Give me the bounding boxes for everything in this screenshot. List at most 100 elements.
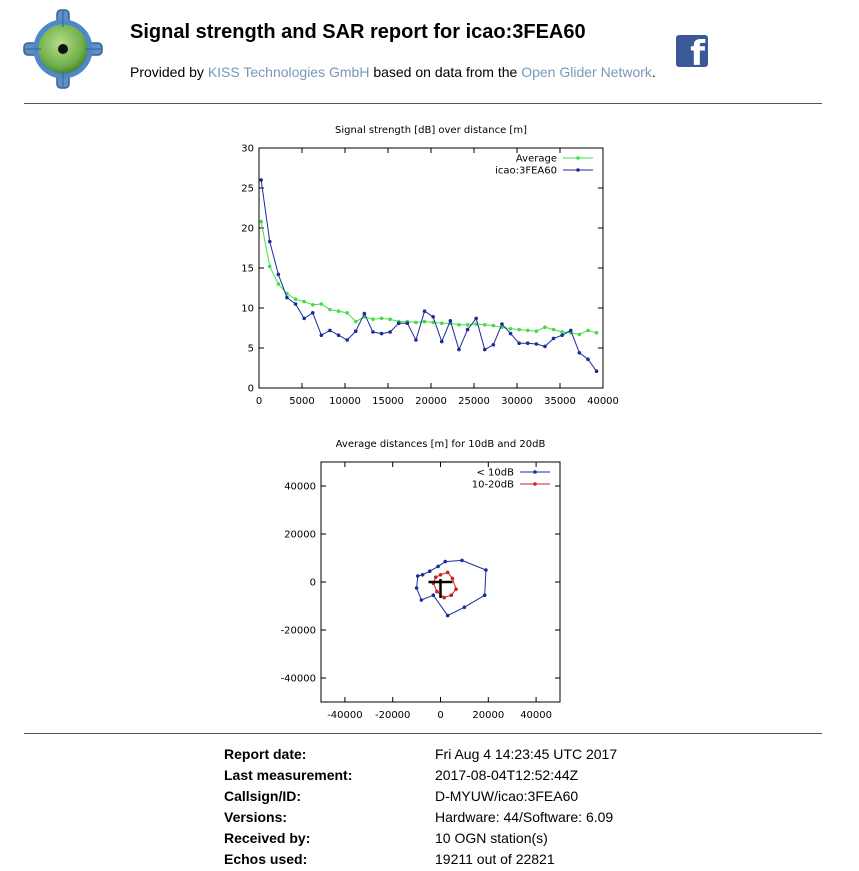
data-point xyxy=(560,333,564,337)
data-point xyxy=(551,327,556,332)
row-value: 10 OGN station(s) xyxy=(435,830,548,846)
data-point xyxy=(293,297,298,301)
legend-marker xyxy=(533,482,537,486)
echos-used-row: Echos used: 19211 out of 22821 xyxy=(224,849,617,870)
data-point xyxy=(371,330,375,334)
data-point xyxy=(517,327,521,332)
provided-prefix: Provided by xyxy=(130,64,208,80)
data-point xyxy=(345,311,349,315)
data-point xyxy=(534,329,539,333)
chart-title: Signal strength [dB] over distance [m] xyxy=(335,125,527,136)
data-point xyxy=(543,325,547,329)
data-point xyxy=(568,328,573,333)
data-point xyxy=(415,574,420,578)
page-title: Signal strength and SAR report for icao:… xyxy=(130,21,586,43)
callsign-row: Callsign/ID: D-MYUW/icao:3FEA60 xyxy=(224,786,617,807)
x-tick-label: 30000 xyxy=(501,396,533,407)
data-point xyxy=(353,329,358,333)
data-point xyxy=(319,333,324,337)
data-point xyxy=(594,369,599,373)
data-point xyxy=(267,264,272,269)
report-divider xyxy=(24,733,822,734)
data-point xyxy=(396,321,401,325)
data-point xyxy=(328,307,332,312)
data-point xyxy=(482,323,487,327)
y-tick-label: 20000 xyxy=(284,530,316,541)
x-tick-label: -40000 xyxy=(327,710,362,721)
report-info: Report date: Fri Aug 4 14:23:45 UTC 2017 … xyxy=(224,744,617,870)
data-point xyxy=(276,282,281,286)
data-point xyxy=(525,341,530,345)
provider-line: Provided by KISS Technologies GmbH based… xyxy=(130,64,656,80)
data-point xyxy=(310,303,315,307)
data-point xyxy=(445,570,450,575)
x-tick-label: 40000 xyxy=(520,710,552,721)
legend-label: 10-20dB xyxy=(472,480,514,491)
data-point xyxy=(449,593,454,597)
data-point xyxy=(460,558,464,563)
header-divider xyxy=(24,103,822,104)
data-point xyxy=(457,347,461,352)
row-label: Last measurement: xyxy=(224,767,353,783)
data-point xyxy=(482,347,487,352)
data-point xyxy=(427,569,432,573)
y-tick-label: 30 xyxy=(241,144,254,155)
x-tick-label: -20000 xyxy=(375,710,410,721)
row-value: Fri Aug 4 14:23:45 UTC 2017 xyxy=(435,746,618,762)
data-point xyxy=(577,351,582,355)
average-distance-chart: Average distances [m] for 10dB and 20dB -… xyxy=(281,439,561,721)
data-point xyxy=(508,327,513,331)
data-point xyxy=(267,239,272,244)
data-point xyxy=(371,317,375,321)
data-point xyxy=(484,568,488,572)
provided-suffix: . xyxy=(651,64,656,80)
x-tick-label: 25000 xyxy=(458,396,490,407)
data-point xyxy=(293,302,298,306)
data-point xyxy=(454,587,458,591)
y-tick-label: 10 xyxy=(241,304,254,315)
y-tick-label: 0 xyxy=(248,384,254,395)
series-line xyxy=(260,179,597,372)
data-point xyxy=(491,323,496,328)
y-tick-label: 40000 xyxy=(284,482,316,493)
x-tick-label: 40000 xyxy=(587,396,619,407)
data-point xyxy=(431,593,436,597)
network-link[interactable]: Open Glider Network xyxy=(521,64,652,80)
data-point xyxy=(442,595,446,600)
data-point xyxy=(259,219,263,224)
data-point xyxy=(525,328,530,333)
data-point xyxy=(445,613,450,618)
legend-marker xyxy=(533,470,537,474)
legend-label: Average xyxy=(516,154,557,165)
data-point xyxy=(414,338,418,342)
data-point xyxy=(543,344,547,349)
y-tick-label: 25 xyxy=(241,184,254,195)
plot-frame xyxy=(258,147,604,389)
data-point xyxy=(362,311,367,316)
data-point xyxy=(517,341,521,345)
y-tick-label: -20000 xyxy=(281,626,316,637)
data-point xyxy=(435,589,439,594)
data-point xyxy=(336,309,341,313)
legend-label: < 10dB xyxy=(477,468,515,479)
data-point xyxy=(438,573,443,577)
data-point xyxy=(577,332,582,337)
x-tick-label: 35000 xyxy=(544,396,576,407)
data-point xyxy=(336,333,341,337)
data-point xyxy=(353,319,358,324)
x-tick-label: 20000 xyxy=(415,396,447,407)
data-point xyxy=(560,330,564,334)
row-label: Received by: xyxy=(224,830,311,846)
provider-link[interactable]: KISS Technologies GmbH xyxy=(207,64,370,80)
data-point xyxy=(491,343,496,347)
facebook-icon[interactable]: f xyxy=(676,35,708,67)
x-tick-label: 0 xyxy=(437,710,443,721)
legend-marker xyxy=(576,156,580,160)
row-label: Versions: xyxy=(224,809,288,825)
y-tick-label: -40000 xyxy=(281,674,316,685)
provided-middle: based on data from the xyxy=(369,64,522,80)
last-measurement-row: Last measurement: 2017-08-04T12:52:44Z xyxy=(224,765,617,786)
data-point xyxy=(328,328,332,333)
data-point xyxy=(465,327,470,332)
crosshair-target-icon xyxy=(23,9,103,89)
